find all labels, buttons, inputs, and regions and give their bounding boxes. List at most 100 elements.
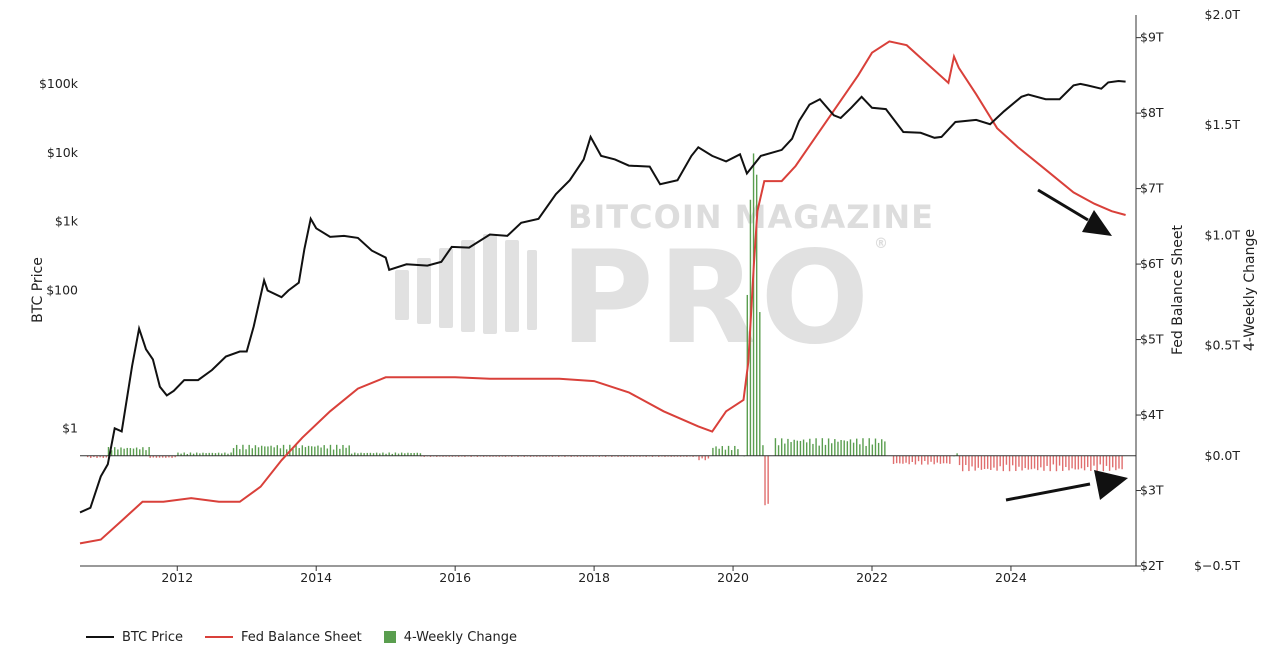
change-bar (388, 452, 390, 456)
change-bar (314, 446, 316, 456)
change-bar (400, 452, 403, 456)
change-bar (961, 455, 964, 472)
change-bar (114, 447, 116, 456)
logo-bar (395, 270, 409, 320)
change-bar (1071, 455, 1073, 469)
x-tick-label: 2024 (995, 570, 1027, 585)
change-bar (874, 438, 877, 456)
change-bar (664, 455, 666, 457)
change-bar (611, 455, 613, 457)
change-bar (372, 453, 375, 456)
change-bar (545, 455, 547, 457)
change-bar (1043, 455, 1045, 471)
arrow-annotation-fed (1037, 188, 1112, 236)
change-tick-label: $−0.5T (1194, 558, 1240, 573)
change-bar (958, 455, 961, 466)
change-bar (1062, 455, 1064, 471)
legend-item[interactable]: BTC Price (86, 630, 183, 645)
change-bar (208, 452, 210, 456)
logo-bar (461, 240, 475, 332)
change-bar (692, 455, 694, 457)
change-bar (189, 452, 192, 456)
change-bar (651, 455, 654, 457)
change-bar (1049, 455, 1051, 472)
change-bar (852, 442, 855, 456)
change-bar (1030, 455, 1033, 470)
change-bar (436, 455, 438, 457)
change-bar (183, 452, 185, 456)
legend-item[interactable]: 4-Weekly Change (383, 629, 518, 645)
change-bar (385, 453, 387, 456)
legend: BTC Price Fed Balance Sheet 4-Weekly Chang… (86, 627, 517, 647)
change-bar (945, 455, 948, 464)
change-bar (382, 452, 384, 456)
change-bar (908, 455, 910, 465)
change-bar (404, 453, 406, 456)
change-bar (1052, 455, 1055, 465)
change-bar (245, 449, 247, 456)
change-bar (285, 449, 288, 456)
change-bar (221, 453, 223, 456)
change-bar (442, 455, 444, 457)
change-bar (737, 449, 739, 456)
change-bar (974, 455, 976, 471)
fed-balance-line[interactable] (79, 40, 1126, 545)
change-bar (715, 446, 717, 456)
logo-bar (439, 248, 453, 328)
left-tick-label: $10k (47, 145, 79, 160)
change-bar (799, 440, 802, 456)
change-bar (99, 455, 101, 458)
change-bar (292, 449, 294, 456)
change-bar (1112, 455, 1114, 468)
change-bar (1065, 455, 1067, 468)
change-bar (1037, 455, 1039, 471)
change-bar (824, 444, 827, 456)
change-bar (868, 438, 870, 456)
change-bar (339, 448, 341, 456)
fed-axis-title: Fed Balance Sheet (1170, 224, 1186, 355)
change-tick-label: $2.0T (1205, 7, 1241, 22)
change-bar (186, 453, 189, 456)
change-bar (759, 312, 761, 456)
logo-bar (417, 258, 431, 324)
change-bar (1080, 455, 1083, 469)
change-bar (846, 441, 849, 456)
change-bar (366, 452, 368, 456)
change-bar (298, 448, 300, 456)
change-bar (1096, 455, 1098, 472)
change-bar (939, 455, 942, 464)
change-bar (784, 443, 786, 456)
change-bar (806, 442, 808, 456)
change-bar (1046, 455, 1048, 466)
fed-ticks: $2T $3T $4T $5T $6T $7T $8T $9T (1136, 30, 1164, 573)
change-bar (965, 455, 967, 465)
change-bar (557, 455, 560, 457)
fed-tick-label: $6T (1140, 256, 1164, 271)
legend-label: 4-Weekly Change (403, 629, 518, 645)
logo-bar (505, 240, 519, 332)
change-bar (152, 455, 154, 458)
change-bar (123, 448, 125, 456)
change-bar (276, 445, 279, 456)
btc-price-line[interactable] (79, 79, 1126, 514)
left-tick-label: $1 (62, 420, 78, 435)
change-bar (273, 447, 275, 456)
change-bar (686, 455, 688, 457)
fed-tick-label: $5T (1140, 332, 1164, 347)
x-tick-label: 2020 (717, 570, 749, 585)
change-bar (734, 445, 736, 456)
change-bar (1118, 455, 1120, 469)
chart-svg: BITCOIN MAGAZINE PRO ® 2012 2014 2016 2018 2… (30, 7, 1258, 585)
change-tick-label: $1.5T (1205, 117, 1241, 132)
change-bar (126, 447, 128, 456)
change-bar (1102, 455, 1105, 472)
change-bar (564, 455, 566, 457)
change-bar (363, 453, 365, 456)
legend-item[interactable]: Fed Balance Sheet (205, 630, 362, 645)
change-bar (949, 455, 951, 464)
change-bar (856, 438, 858, 456)
x-tick-label: 2014 (300, 570, 332, 585)
change-bar (983, 455, 986, 470)
change-bar (727, 445, 730, 456)
change-tick-label: $1.0T (1205, 227, 1241, 242)
